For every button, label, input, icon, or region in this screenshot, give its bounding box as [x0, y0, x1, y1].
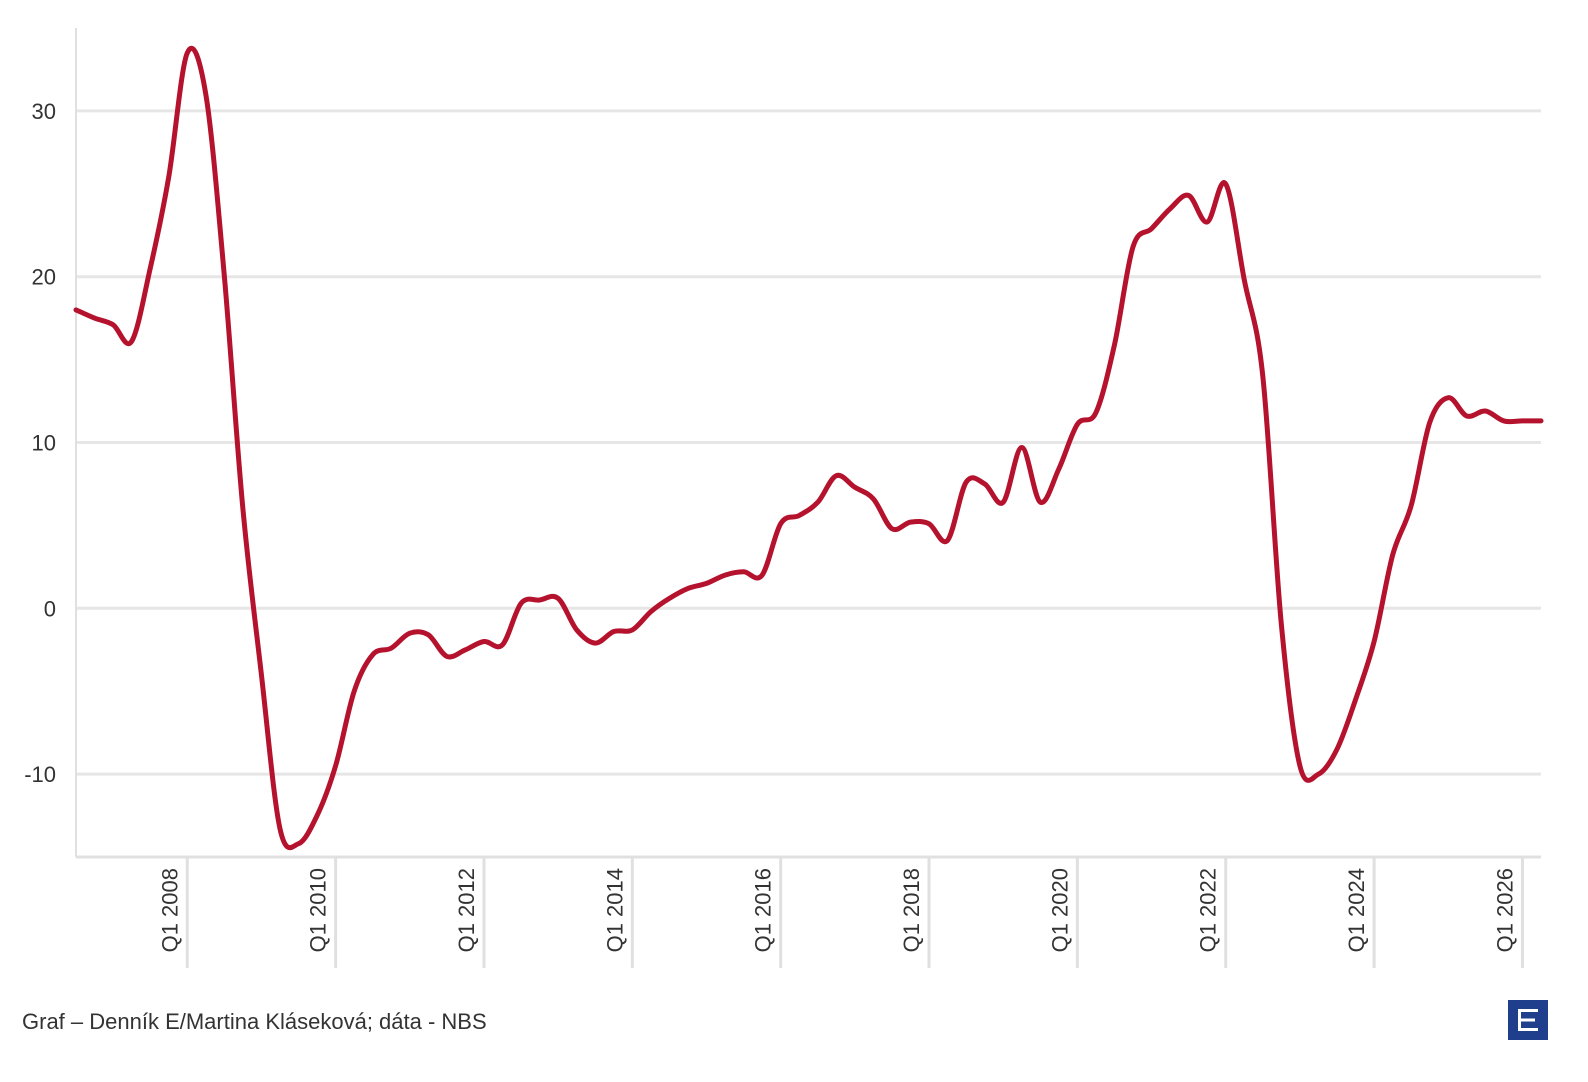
y-tick-label: 10 — [32, 431, 56, 456]
series-line — [73, 45, 1544, 851]
x-tick-label: Q1 2020 — [1047, 868, 1072, 952]
source-credit: Graf – Denník E/Martina Kláseková; dáta … — [22, 1009, 487, 1034]
y-tick-label: 20 — [32, 265, 56, 290]
y-tick-label: 30 — [32, 99, 56, 124]
y-tick-label: -10 — [24, 762, 56, 787]
x-tick-label: Q1 2010 — [306, 868, 331, 952]
x-tick-label: Q1 2012 — [454, 868, 479, 952]
x-axis: Q1 2008 Q1 2010 Q1 2012 Q1 2014 Q1 2016 Q1 20… — [76, 855, 1541, 968]
x-tick-label: Q1 2018 — [899, 868, 924, 952]
denník-e-logo — [1508, 1000, 1548, 1040]
logo-mark-icon — [1508, 1000, 1548, 1040]
y-axis: -10 0 10 20 30 — [24, 28, 77, 857]
x-tick-label: Q1 2026 — [1492, 868, 1517, 952]
series-group — [73, 45, 1544, 851]
x-tick-label: Q1 2016 — [751, 868, 776, 952]
gridlines — [76, 109, 1541, 776]
y-tick-label: 0 — [44, 596, 56, 621]
x-tick-label: Q1 2008 — [157, 868, 182, 952]
x-tick-label: Q1 2024 — [1344, 868, 1369, 952]
x-tick-label: Q1 2014 — [602, 868, 627, 952]
x-tick-label: Q1 2022 — [1196, 868, 1221, 952]
